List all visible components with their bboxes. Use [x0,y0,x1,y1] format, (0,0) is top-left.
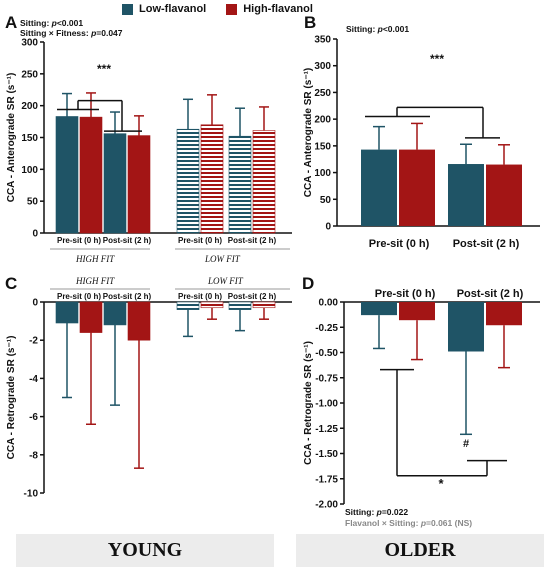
panel-b-tick-label: 300 [314,61,331,72]
panel-d-annotation: # [463,438,469,450]
panel-a-fitness-label: LOW FIT [204,254,241,264]
panel-a-timepoint-label: Post-sit (2 h) [228,236,277,245]
panel-c-timepoint-label: Post-sit (2 h) [228,292,277,301]
panel-d-bar [361,302,397,316]
panel-b-tick-label: 50 [320,195,332,206]
panel-c-fitness-label: LOW FIT [207,276,244,286]
panel-c-timepoint-label: Pre-sit (0 h) [178,292,222,301]
panel-d-tick-label: -0.25 [315,323,338,334]
panel-b-bar [448,164,484,226]
panel-a-tick-label: 0 [32,229,38,240]
panel-label-C: C [5,274,17,293]
panel-c-bar [252,301,276,309]
panel-c-bar [103,301,127,326]
panel-d-category-label: Pre-sit (0 h) [375,288,436,300]
panel-label-A: A [5,13,17,32]
legend: Low-flavanol High-flavanol [122,3,313,15]
panel-d-tick-label: -0.50 [315,348,338,359]
panel-a-tick-label: 50 [27,197,39,208]
panel-a-tick-label: 100 [21,165,38,176]
legend-label-high: High-flavanol [243,3,313,15]
legend-item-high: High-flavanol [226,3,313,15]
panel-a-bar [55,116,79,234]
panel-b-significance: *** [430,52,444,66]
panel-a-y-title: CCA - Anterograde SR (s⁻¹) [6,73,17,203]
panel-a-tick-label: 250 [21,69,38,80]
panel-d-bar [448,302,484,352]
panel-a-bar [252,130,276,234]
legend-swatch-high [226,3,238,15]
panel-d-category-label: Post-sit (2 h) [457,288,524,300]
panel-d-tick-label: -1.25 [315,424,338,435]
panel-d-y-title: CCA - Retrograde SR (s⁻¹) [303,341,314,465]
panel-b-bar [399,149,435,226]
panel-d-tick-label: -1.50 [315,449,338,460]
panel-b-bar [361,149,397,226]
panel-a-tick-label: 300 [21,38,38,49]
panel-c-tick-label: -8 [29,450,38,461]
panel-b-bar [486,164,522,226]
panel-a-timepoint-label: Pre-sit (0 h) [178,236,222,245]
panel-c-timepoint-label: Post-sit (2 h) [103,292,152,301]
panel-d-tick-label: 0.00 [319,298,339,309]
panel-a-stats-0: Sitting: p<0.001 [20,18,83,28]
panel-c-bar [200,301,224,309]
panel-a-bar [79,116,103,234]
panel-b-stats-0: Sitting: p<0.001 [346,24,409,34]
panel-c-tick-label: -6 [29,412,38,423]
panel-label-D: D [302,274,314,293]
panel-c-tick-label: -10 [24,489,39,500]
panel-c-bar [55,301,79,324]
legend-label-low: Low-flavanol [139,3,207,15]
panel-b-tick-label: 100 [314,168,331,179]
panel-a-bar [176,128,200,234]
panel-a-bar [127,135,151,234]
footer-older: OLDER [296,534,544,567]
panel-d-tick-label: -1.00 [315,399,338,410]
panel-c-tick-label: -4 [29,374,38,385]
panel-b-tick-label: 350 [314,35,331,46]
panel-b-tick-label: 200 [314,115,331,126]
panel-c-timepoint-label: Pre-sit (0 h) [57,292,101,301]
panel-d-bar [486,302,522,326]
panel-a-bar [200,124,224,234]
panel-a-stats-1: Sitting × Fitness: p=0.047 [20,28,123,38]
panel-d-stats-0: Sitting: p=0.022 [345,507,408,517]
panel-a-significance: *** [97,62,111,76]
panel-a-bar [228,135,252,234]
panel-a-bar [103,133,127,234]
panel-a-tick-label: 150 [21,133,38,144]
panel-c-bar [79,301,103,333]
panel-d-significance: * [438,476,444,491]
panel-c-tick-label: -2 [29,336,38,347]
panel-c-bar [127,301,151,341]
panel-a-timepoint-label: Pre-sit (0 h) [57,236,101,245]
panel-b-tick-label: 0 [325,222,331,233]
panel-label-B: B [304,13,316,32]
panel-a-timepoint-label: Post-sit (2 h) [103,236,152,245]
legend-swatch-low [122,3,133,15]
panel-d-tick-label: -1.75 [315,474,338,485]
panel-b-tick-label: 250 [314,88,331,99]
panel-a-tick-label: 200 [21,101,38,112]
panel-b-category-label: Post-sit (2 h) [453,238,520,250]
panel-b-y-title: CCA - Anterograde SR (s⁻¹) [303,68,314,198]
panel-b-tick-label: 150 [314,141,331,152]
panel-d-tick-label: -0.75 [315,373,338,384]
legend-item-low: Low-flavanol [122,3,206,15]
panel-b-category-label: Pre-sit (0 h) [369,238,430,250]
panel-c-fitness-label: HIGH FIT [75,276,115,286]
panel-d-tick-label: -2.00 [315,500,338,511]
panel-c-tick-label: 0 [32,298,38,309]
panel-d-stats-1: Flavanol × Sitting: p=0.061 (NS) [345,518,472,528]
panel-d-bar [399,302,435,321]
footer-young: YOUNG [16,534,274,567]
panel-a-fitness-label: HIGH FIT [75,254,115,264]
panel-c-bar [228,301,252,310]
panel-c-bar [176,301,200,310]
panel-c-y-title: CCA - Retrograde SR (s⁻¹) [6,336,17,460]
